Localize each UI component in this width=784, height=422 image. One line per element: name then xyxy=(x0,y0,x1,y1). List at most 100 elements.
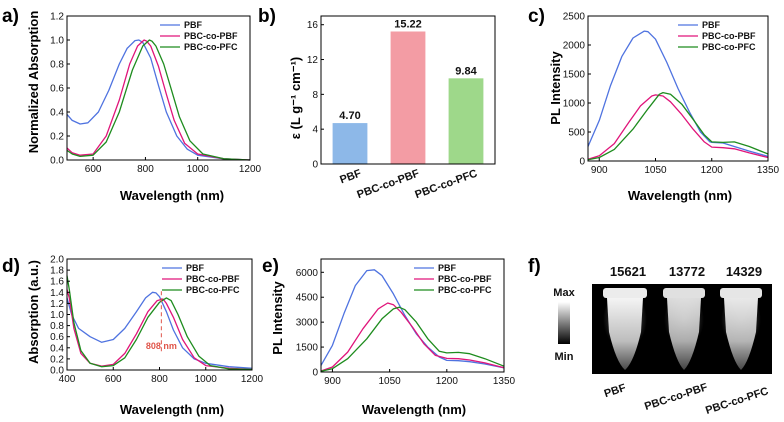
legend-label-pbc-co-pfc: PBC-co-PFC xyxy=(184,42,238,52)
panel-f-letter: f) xyxy=(528,256,541,277)
bar-pbc-co-pbf xyxy=(390,31,426,164)
panel-b-letter: b) xyxy=(258,6,276,27)
panel-e-xlabel: Wavelength (nm) xyxy=(362,402,466,417)
label-pbc-co-pbf: PBC-co-PBF xyxy=(643,381,709,413)
panel-d-plot: 400 600 800 1000 12000.00.20.40.60.81.01.21.… xyxy=(50,255,263,386)
legend-label-pbc-co-pfc: PBC-co-PFC xyxy=(702,42,756,52)
x-tick-label: 1000 xyxy=(195,374,218,385)
y-tick-label: 1000 xyxy=(563,99,586,110)
legend-label-pbf: PBF xyxy=(438,263,457,273)
y-tick-label: 500 xyxy=(568,128,585,139)
series-line-pbf xyxy=(320,269,505,369)
y-tick-label: 0.4 xyxy=(50,108,64,119)
x-tick-label: 600 xyxy=(85,164,102,175)
tube-pbc-co-pbf xyxy=(663,288,705,370)
x-tick-label: 1350 xyxy=(757,165,780,176)
legend-label-pbc-co-pfc: PBC-co-PFC xyxy=(438,285,492,295)
y-tick-label: 1.0 xyxy=(50,36,64,47)
y-tick-label: 1500 xyxy=(563,70,586,81)
y-tick-label: 0.6 xyxy=(50,332,64,343)
bar-value-label: 4.70 xyxy=(339,110,360,122)
category-label: PBC-co-PBF xyxy=(355,167,421,201)
series-line-pbc-co-pbf xyxy=(66,289,253,371)
y-tick-label: 0.0 xyxy=(50,156,64,167)
y-tick-label: 0 xyxy=(312,368,318,379)
y-tick-label: 0.6 xyxy=(50,84,64,95)
y-tick-label: 4500 xyxy=(296,293,319,304)
panel-e-ylabel: PL Intensity xyxy=(270,281,285,355)
y-tick-label: 2500 xyxy=(563,12,586,23)
label-pbc-co-pfc: PBC-co-PFC xyxy=(704,385,770,417)
panel-d-xlabel: Wavelength (nm) xyxy=(120,402,224,417)
tube-body xyxy=(724,298,758,370)
series-line-pbc-co-pbf xyxy=(587,94,769,160)
panel-d-letter: d) xyxy=(2,256,20,277)
series-line-pbc-co-pfc xyxy=(66,39,251,161)
panel-a-plot: 600 800 1000 12000.00.20.40.60.81.01.2PBFPB… xyxy=(50,12,261,176)
tube-body xyxy=(607,298,643,370)
series-line-pbc-co-pbf xyxy=(320,302,505,372)
series-line-pbc-co-pfc xyxy=(587,91,769,161)
legend-label-pbf: PBF xyxy=(184,20,203,30)
label-pbf: PBF xyxy=(603,382,628,400)
y-tick-label: 3000 xyxy=(296,318,319,329)
y-tick-label: 6000 xyxy=(296,268,319,279)
y-tick-label: 0.2 xyxy=(50,132,64,143)
bar-pbc-co-pfc xyxy=(448,78,484,164)
x-tick-label: 1350 xyxy=(493,376,516,387)
panel-d-chart: d) 400 600 800 1000 12000.00.20.40.60.81.01.… xyxy=(2,255,264,418)
plot-frame xyxy=(587,15,769,162)
x-tick-label: 800 xyxy=(137,164,154,175)
y-tick-label: 1.4 xyxy=(50,288,64,299)
x-tick-label: 1200 xyxy=(239,164,262,175)
series-line-pbf xyxy=(66,291,253,369)
annotation-label: 808 nm xyxy=(146,341,177,351)
series-line-pbc-co-pfc xyxy=(320,306,505,372)
category-label: PBF xyxy=(338,167,363,186)
panel-a-ylabel: Normalized Absorption xyxy=(26,11,41,154)
y-tick-label: 0.2 xyxy=(50,354,64,365)
y-tick-label: 12 xyxy=(307,55,319,66)
panel-c-ylabel: PL Intensity xyxy=(548,51,563,125)
x-tick-label: 1000 xyxy=(187,164,210,175)
y-tick-label: 2000 xyxy=(563,41,586,52)
panel-e-letter: e) xyxy=(262,256,279,277)
scale-min-label: Min xyxy=(555,351,574,363)
y-tick-label: 1.2 xyxy=(50,12,64,23)
panel-b-chart: b) 4.70 PBF 15.22 PBC-co-PBF 9.84 PBC-co-PFC 0… xyxy=(258,6,496,201)
y-tick-label: 0 xyxy=(579,157,585,168)
panel-f-image: f) 15621 13772 14329 Max Min PBF PBC-co-… xyxy=(528,256,772,417)
y-tick-label: 0.8 xyxy=(50,60,64,71)
y-tick-label: 2.0 xyxy=(50,255,64,266)
tube-pbf xyxy=(603,288,647,370)
panel-c-chart: c) 900 1050 1200 1350 0 500 1000 1500 2000 2500 PB… xyxy=(528,6,780,203)
y-tick-label: 0.0 xyxy=(50,366,64,377)
panel-c-xlabel: Wavelength (nm) xyxy=(628,188,732,203)
y-tick-label: 1.8 xyxy=(50,266,64,277)
y-tick-label: 8 xyxy=(312,90,318,101)
y-tick-label: 4 xyxy=(312,125,318,136)
panel-a-letter: a) xyxy=(2,6,19,27)
x-tick-label: 1200 xyxy=(241,374,264,385)
x-tick-label: 800 xyxy=(151,374,168,385)
bar-value-label: 9.84 xyxy=(455,65,477,77)
panel-c-letter: c) xyxy=(528,6,545,27)
y-tick-label: 0 xyxy=(312,160,318,171)
legend-label-pbc-co-pbf: PBC-co-PBF xyxy=(438,274,492,284)
legend-label-pbc-co-pbf: PBC-co-PBF xyxy=(184,31,238,41)
plot-frame xyxy=(320,15,496,165)
tube-cap xyxy=(720,288,762,298)
legend-label-pbc-co-pfc: PBC-co-PFC xyxy=(186,285,240,295)
intensity-scale-bar xyxy=(558,302,570,344)
panel-c-plot: 900 1050 1200 135005001000150020002500PBFPB… xyxy=(563,12,780,177)
x-tick-label: 1050 xyxy=(379,376,402,387)
legend-label-pbf: PBF xyxy=(186,263,205,273)
count-pbf: 15621 xyxy=(610,264,646,279)
bar-pbf xyxy=(332,123,368,164)
tube-cap xyxy=(663,288,705,298)
tube-body xyxy=(667,298,701,370)
count-pbc-co-pfc: 14329 xyxy=(726,264,762,279)
y-tick-label: 16 xyxy=(307,20,319,31)
